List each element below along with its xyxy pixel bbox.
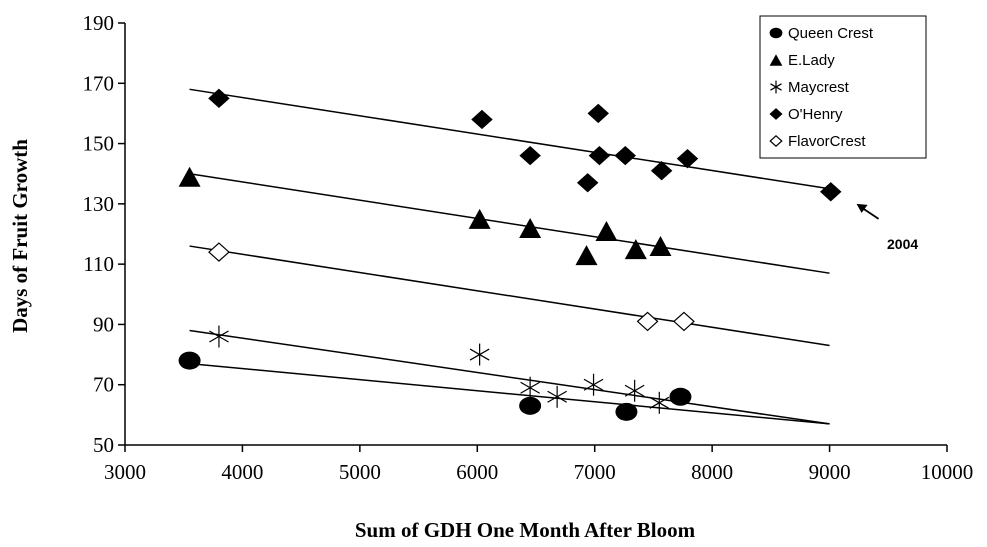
point-o-henry bbox=[821, 183, 841, 201]
legend-label-flavorcrest: FlavorCrest bbox=[788, 133, 866, 150]
legend: Queen Crest E.Lady Maycrest O'Henry FlavorCr… bbox=[760, 16, 926, 158]
x-tick-label: 6000 bbox=[456, 460, 498, 484]
point-maycrest bbox=[625, 380, 644, 402]
legend-label-queen-crest: Queen Crest bbox=[788, 25, 874, 42]
y-tick-label: 130 bbox=[83, 192, 115, 216]
x-tick-label: 7000 bbox=[574, 460, 616, 484]
point-queen-crest bbox=[519, 397, 541, 415]
trendline bbox=[190, 364, 830, 424]
y-tick-label: 70 bbox=[93, 373, 114, 397]
annotations: 2004 bbox=[857, 204, 919, 252]
point-o-henry bbox=[578, 174, 598, 192]
point-maycrest bbox=[209, 325, 228, 347]
point-maycrest bbox=[584, 374, 603, 396]
point-e-lady bbox=[469, 209, 491, 229]
x-tick-label: 9000 bbox=[809, 460, 851, 484]
x-tick-label: 3000 bbox=[104, 460, 146, 484]
point-flavorcrest bbox=[209, 243, 229, 261]
point-maycrest bbox=[470, 344, 489, 366]
legend-marker-queen-crest bbox=[770, 28, 783, 38]
y-axis-title: Days of Fruit Growth bbox=[8, 139, 32, 333]
point-queen-crest bbox=[179, 352, 201, 370]
point-o-henry bbox=[589, 147, 609, 165]
annotation-label: 2004 bbox=[887, 236, 918, 252]
y-tick-label: 150 bbox=[83, 132, 115, 156]
x-axis-title: Sum of GDH One Month After Bloom bbox=[355, 518, 696, 542]
point-queen-crest bbox=[615, 403, 637, 421]
x-tick-label: 8000 bbox=[691, 460, 733, 484]
point-flavorcrest bbox=[638, 312, 658, 330]
point-o-henry bbox=[520, 147, 540, 165]
x-tick-label: 4000 bbox=[221, 460, 263, 484]
trendline bbox=[190, 89, 830, 188]
y-tick-label: 190 bbox=[83, 11, 115, 35]
point-maycrest bbox=[650, 392, 669, 414]
x-tick-label: 5000 bbox=[339, 460, 381, 484]
trendline bbox=[190, 246, 830, 345]
point-o-henry bbox=[615, 147, 635, 165]
y-tick-label: 50 bbox=[93, 433, 114, 457]
legend-label-o-henry: O'Henry bbox=[788, 106, 843, 123]
point-e-lady bbox=[179, 167, 201, 187]
point-e-lady bbox=[595, 221, 617, 241]
y-tick-label: 170 bbox=[83, 71, 115, 95]
legend-label-e-lady: E.Lady bbox=[788, 52, 835, 69]
point-o-henry bbox=[588, 104, 608, 122]
point-flavorcrest bbox=[674, 312, 694, 330]
point-maycrest bbox=[548, 386, 567, 408]
point-o-henry bbox=[472, 110, 492, 128]
trendline bbox=[190, 174, 830, 273]
y-tick-label: 90 bbox=[93, 312, 114, 336]
y-tick-label: 110 bbox=[83, 252, 114, 276]
trendlines bbox=[190, 89, 830, 424]
annotation-arrowhead bbox=[857, 204, 868, 213]
legend-label-maycrest: Maycrest bbox=[788, 79, 850, 96]
point-queen-crest bbox=[669, 388, 691, 406]
point-e-lady bbox=[575, 245, 597, 265]
trendline bbox=[190, 330, 830, 423]
x-tick-label: 10000 bbox=[921, 460, 974, 484]
